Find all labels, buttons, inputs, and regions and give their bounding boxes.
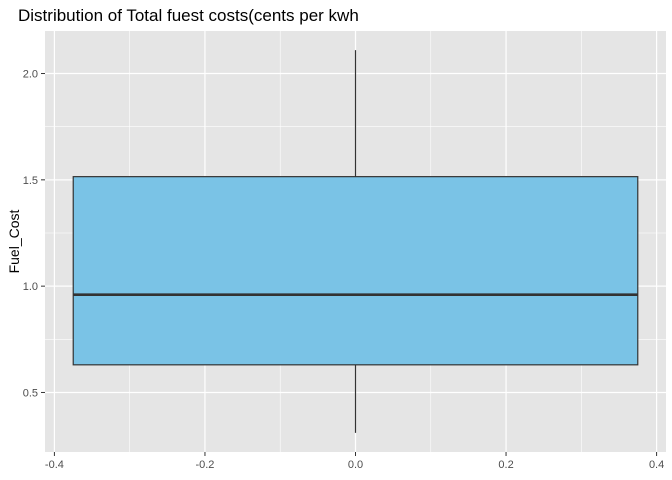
chart-title: Distribution of Total fuest costs(cents … (18, 6, 359, 25)
y-axis-label: Fuel_Cost (6, 209, 22, 273)
x-axis: -0.4 -0.2 0.0 0.2 0.4 (45, 452, 664, 471)
y-tick-label: 1.5 (23, 175, 38, 187)
x-tick-label: 0.2 (498, 459, 513, 471)
x-tick-label: -0.4 (45, 459, 64, 471)
y-tick-label: 1.0 (23, 281, 38, 293)
y-axis: 0.5 1.0 1.5 2.0 (23, 69, 45, 399)
x-tick-label: 0.4 (649, 459, 664, 471)
iqr-box (72, 176, 639, 366)
boxplot (72, 50, 639, 433)
x-tick-label: 0.0 (348, 459, 363, 471)
x-tick-label: -0.2 (195, 459, 214, 471)
y-tick-label: 0.5 (23, 387, 38, 399)
y-tick-label: 2.0 (23, 69, 38, 81)
